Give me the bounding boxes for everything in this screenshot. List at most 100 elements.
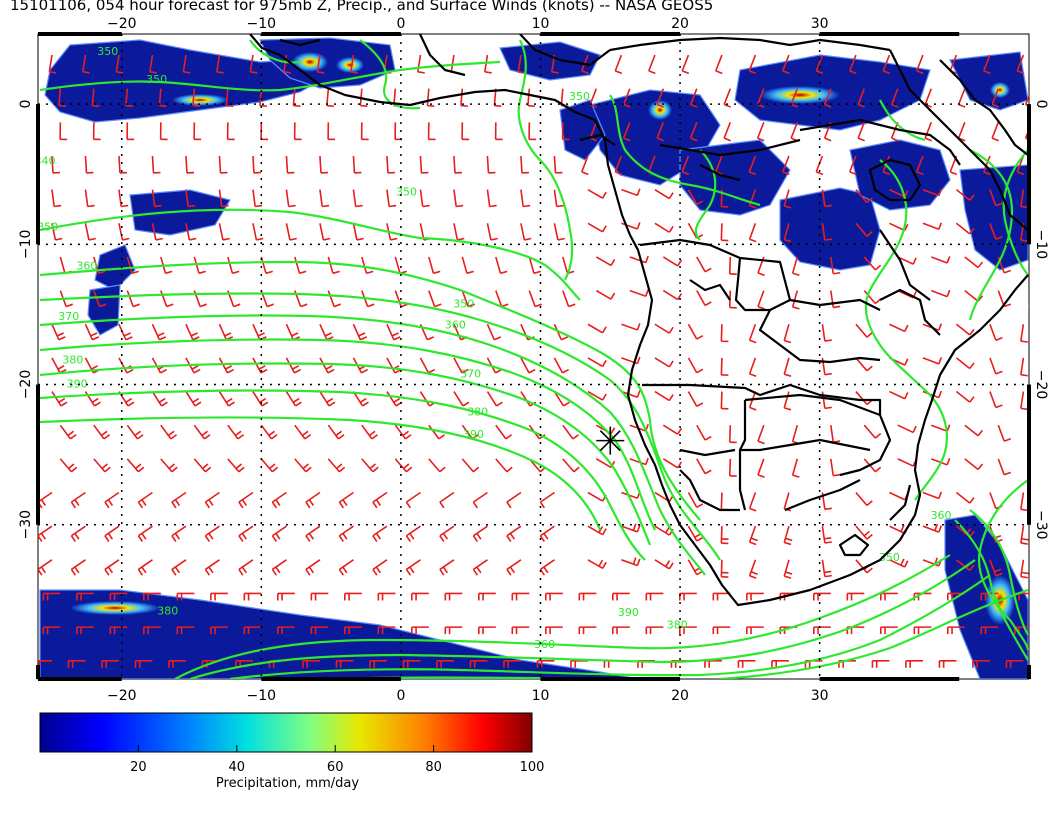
wind-barb [654, 357, 674, 368]
wind-barb [855, 357, 873, 372]
marker-stroke [599, 430, 621, 452]
wind-barb [989, 391, 1003, 409]
wind-barb [1005, 659, 1024, 668]
wind-barb [84, 323, 100, 341]
lat-tick-label-right: −20 [1033, 370, 1049, 400]
wind-barb [51, 189, 62, 208]
wind-barb [581, 155, 589, 176]
wind-barb [855, 525, 873, 540]
wind-barb [728, 425, 737, 444]
wind-barb [855, 189, 873, 204]
wind-barb [783, 324, 792, 344]
wind-barb [260, 424, 278, 440]
wind-barb [696, 256, 712, 273]
wind-barb [218, 391, 235, 407]
wind-barb [460, 88, 468, 108]
wind-barb [428, 458, 446, 473]
wind-barb [989, 223, 1003, 240]
wind-barb [335, 659, 354, 668]
wind-barb [545, 626, 563, 635]
wind-barb [319, 189, 330, 208]
wind-barb [855, 222, 873, 237]
wind-barb [486, 323, 502, 341]
wind-barb [453, 357, 469, 374]
wind-barb [696, 290, 712, 307]
contour-label: 360 [931, 509, 952, 522]
contour-label: 350 [396, 185, 417, 198]
wind-barb [506, 525, 522, 542]
wind-barb [889, 390, 909, 400]
wind-barb [126, 122, 135, 141]
wind-barb [715, 54, 723, 75]
wind-barb [946, 626, 965, 635]
wind-barb [185, 189, 196, 208]
wind-barb [193, 458, 212, 473]
colorbar-tick-label: 60 [327, 760, 344, 775]
wind-barb [249, 54, 258, 74]
wind-barb [830, 458, 841, 477]
wind-barb [285, 391, 302, 407]
wind-barb [503, 659, 521, 668]
wind-barb [419, 155, 429, 174]
wind-barb [252, 357, 268, 374]
map-layers: 350 350 360 370 380 390 370 380 390 350 340 360 350 3… [38, 34, 1029, 679]
wind-barb [581, 54, 589, 75]
lat-tick-label-left: −20 [18, 370, 34, 400]
wind-barb [168, 659, 186, 668]
wind-barb [118, 323, 133, 341]
wind-barb [922, 523, 943, 533]
wind-barb [361, 256, 374, 275]
wind-barb [897, 424, 917, 434]
lon-tick-label-top: −20 [107, 16, 137, 32]
wind-barb [486, 391, 503, 407]
contour-label: 350 [146, 73, 167, 86]
wind-barb [185, 155, 195, 174]
wind-barb [478, 626, 496, 635]
wind-barb [151, 323, 167, 341]
wind-barb [319, 357, 335, 374]
wind-barb [587, 559, 607, 570]
wind-barb [871, 659, 890, 668]
wind-barb [955, 323, 975, 336]
wind-barb [972, 659, 990, 668]
wind-barb [997, 424, 1012, 442]
wind-barb [511, 626, 530, 635]
wind-barb [746, 592, 764, 601]
wind-barb [453, 391, 470, 407]
wind-barb [728, 458, 737, 477]
wind-barb [411, 592, 429, 601]
wind-barb [137, 525, 153, 542]
wind-barb [125, 88, 133, 108]
wind-barb [316, 54, 325, 74]
wind-barb [863, 290, 882, 305]
wind-barb [782, 155, 790, 176]
wind-barb [622, 88, 631, 108]
wind-barb [338, 525, 354, 542]
contour-labels: 350 350 360 370 380 390 370 380 390 350 340 360 350 3… [38, 45, 952, 651]
wind-barb [277, 626, 295, 635]
wind-barb [453, 223, 465, 241]
wind-barb [955, 491, 975, 504]
wind-barb [1020, 526, 1029, 545]
wind-barb [210, 592, 228, 601]
wind-barb [369, 659, 387, 668]
lon-tick-label-bottom: −20 [107, 688, 137, 704]
wind-barb [225, 88, 234, 108]
wind-barb [326, 88, 334, 108]
frame-bar [36, 384, 40, 525]
wind-barb [411, 626, 429, 635]
wind-barb [252, 189, 263, 208]
wind-barb [252, 155, 262, 174]
wind-barb [93, 290, 107, 308]
wind-barb [126, 458, 145, 473]
wind-barb [472, 491, 488, 509]
wind-barb [104, 491, 120, 509]
wind-barb [879, 626, 898, 635]
wind-barb [662, 458, 683, 469]
wind-barb [922, 222, 943, 231]
wind-barb [922, 357, 943, 365]
wind-barb [654, 222, 674, 233]
wind-barb [1028, 269, 1029, 274]
wind-barb [486, 189, 497, 208]
wind-barb [629, 255, 649, 264]
